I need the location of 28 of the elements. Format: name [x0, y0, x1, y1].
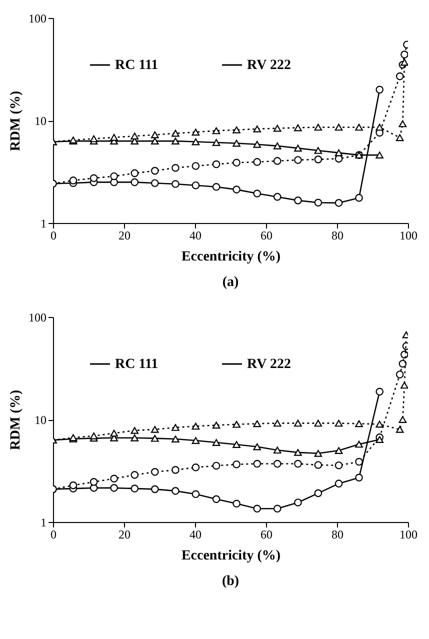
y-axis-title: RDM (%) [8, 90, 24, 152]
x-tick-label: 60 [260, 528, 272, 542]
legend-label: RC 111 [115, 58, 158, 73]
legend-label: RV 222 [247, 58, 291, 73]
y-axis-title: RDM (%) [8, 390, 24, 450]
x-tick-label: 20 [118, 528, 130, 542]
x-tick-label: 60 [260, 228, 272, 242]
y-tick-label: 100 [28, 310, 46, 324]
x-axis-title: Eccentricity (%) [181, 548, 281, 564]
text: (a) [222, 275, 239, 290]
x-tick-label: 40 [190, 528, 202, 542]
x-tick-label: 0 [50, 228, 56, 242]
y-tick-label: 10 [34, 413, 46, 427]
y-tick-label: 1 [40, 516, 46, 530]
y-tick-label: 100 [28, 12, 46, 26]
text: (b) [222, 574, 240, 589]
x-tick-label: 0 [50, 528, 56, 542]
x-tick-label: 20 [118, 228, 130, 242]
legend-label: RC 111 [115, 357, 158, 372]
x-tick-label: 40 [190, 228, 202, 242]
x-tick-label: 100 [400, 528, 418, 542]
x-axis-title: Eccentricity (%) [181, 250, 281, 264]
x-tick-label: 80 [332, 228, 344, 242]
x-tick-label: 100 [400, 228, 418, 242]
y-tick-label: 10 [34, 114, 46, 128]
x-tick-label: 80 [332, 528, 344, 542]
y-tick-label: 1 [40, 216, 46, 230]
legend-label: RV 222 [247, 357, 291, 372]
